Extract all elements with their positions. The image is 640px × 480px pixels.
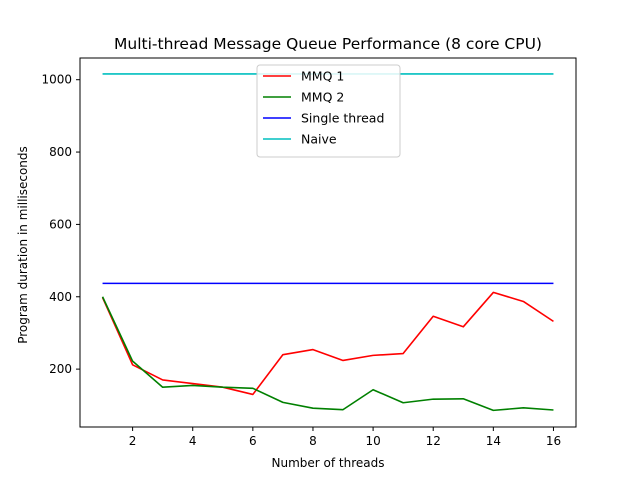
axes-frame xyxy=(79,57,577,428)
x-axis-label: Number of threads xyxy=(272,456,385,470)
x-axis: 2 4 6 8 10 12 14 16 xyxy=(129,427,561,448)
y-tick-label: 600 xyxy=(49,217,72,231)
x-tick-label: 12 xyxy=(426,434,441,448)
legend-label-mmq-2: MMQ 2 xyxy=(301,90,344,105)
legend: MMQ 1 MMQ 2 Single thread Naive xyxy=(256,64,401,158)
chart-title: Multi-thread Message Queue Performance (… xyxy=(114,35,542,53)
legend-label-single-thread: Single thread xyxy=(301,111,384,126)
x-tick-label: 16 xyxy=(546,434,561,448)
y-tick-label: 400 xyxy=(49,290,72,304)
x-tick-label: 2 xyxy=(129,434,137,448)
legend-box xyxy=(256,64,401,158)
y-tick-label: 200 xyxy=(49,362,72,376)
y-axis: 200 400 600 800 1000 xyxy=(41,73,80,376)
plot-area xyxy=(79,57,577,428)
series-line-mmq-2 xyxy=(101,296,554,412)
series-line-mmq-1 xyxy=(101,291,554,396)
y-tick-label: 800 xyxy=(49,145,72,159)
y-axis-label: Program duration in milliseconds xyxy=(16,146,30,344)
y-tick-label: 1000 xyxy=(41,73,72,87)
x-tick-label: 6 xyxy=(249,434,257,448)
x-tick-label: 14 xyxy=(486,434,501,448)
x-tick-label: 8 xyxy=(309,434,317,448)
x-tick-label: 10 xyxy=(365,434,380,448)
legend-label-naive: Naive xyxy=(301,132,337,147)
legend-label-mmq-1: MMQ 1 xyxy=(301,69,344,84)
series-layer xyxy=(101,73,554,412)
x-tick-label: 4 xyxy=(189,434,197,448)
